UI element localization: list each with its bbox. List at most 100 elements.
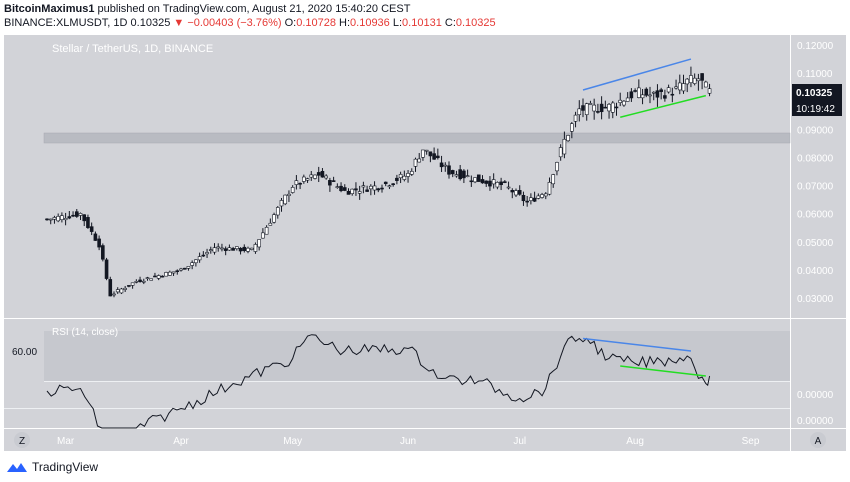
candle xyxy=(551,173,556,188)
candle-body xyxy=(599,103,604,113)
candle xyxy=(369,184,373,196)
time-axis-ticks: Mar Apr May Jun Jul Aug Sep xyxy=(57,436,760,447)
candle xyxy=(361,181,366,194)
candle-body xyxy=(78,213,83,216)
high-value: 0.10936 xyxy=(350,17,390,29)
candle xyxy=(313,174,317,180)
candle xyxy=(346,188,351,195)
candle xyxy=(506,181,511,190)
auto-scale-button[interactable] xyxy=(810,432,826,448)
candle-body xyxy=(439,162,444,168)
candle-body xyxy=(547,182,552,195)
price-axis-tick: 0.09000 xyxy=(797,125,834,136)
candle-body xyxy=(208,249,213,251)
candle-body xyxy=(182,267,187,270)
candle-body xyxy=(570,123,574,132)
footer-brand[interactable]: TradingView xyxy=(6,458,98,476)
time-axis-tick: Jun xyxy=(400,436,416,447)
candle xyxy=(666,84,671,94)
candle-body xyxy=(417,158,422,163)
candle-body xyxy=(305,178,310,181)
candle xyxy=(603,100,608,109)
candle-body xyxy=(588,103,593,105)
current-price-tag-text: 0.10325 xyxy=(796,88,833,99)
candle xyxy=(372,181,377,195)
candle-body xyxy=(331,180,336,182)
author-name[interactable]: BitcoinMaximus1 xyxy=(4,3,95,15)
candle-body xyxy=(108,279,113,297)
candlestick-series xyxy=(45,66,712,298)
candle xyxy=(592,98,596,120)
candle xyxy=(514,188,518,198)
candle-body xyxy=(346,190,351,195)
candle xyxy=(577,100,582,122)
rsi-upper-band xyxy=(44,331,790,381)
candle xyxy=(93,231,98,241)
candle xyxy=(581,98,585,118)
timezone-button[interactable] xyxy=(14,432,30,448)
candle xyxy=(149,278,154,281)
candle xyxy=(685,78,690,93)
candle xyxy=(674,79,678,90)
candle-body xyxy=(562,138,567,155)
candle xyxy=(532,191,537,203)
candle xyxy=(521,191,526,206)
candle-body xyxy=(573,114,578,122)
candle-body xyxy=(164,272,168,277)
candle xyxy=(305,177,310,183)
candle-body xyxy=(637,87,641,98)
rsi-axis-tick-2: 0.00000 xyxy=(797,416,834,427)
candle xyxy=(264,225,269,235)
candle-body xyxy=(681,83,686,92)
candle-body xyxy=(402,175,407,180)
timezone-button-label: Z xyxy=(19,436,25,447)
rsi-support-trendline[interactable] xyxy=(620,365,706,377)
candle xyxy=(82,214,87,227)
price-resistance-trendline[interactable] xyxy=(582,58,692,91)
candle-body xyxy=(112,293,116,296)
candle xyxy=(651,91,656,101)
candle-body xyxy=(175,270,180,273)
candle xyxy=(480,175,485,184)
candle xyxy=(607,102,611,119)
candle-body xyxy=(115,289,120,293)
published-text: published on TradingView.com, August 21,… xyxy=(94,3,411,15)
chart-title: Stellar / TetherUS, 1D, BINANCE xyxy=(52,43,213,55)
candle xyxy=(555,161,559,176)
price-support-trendline[interactable] xyxy=(620,94,707,118)
candle-body xyxy=(130,282,135,286)
candle-body xyxy=(436,155,440,159)
candle-body xyxy=(342,187,347,191)
candle-body xyxy=(71,214,75,217)
candle xyxy=(707,83,712,97)
candle-body xyxy=(249,247,254,250)
candle xyxy=(610,100,615,119)
candle-body xyxy=(104,259,109,279)
candle xyxy=(194,259,198,267)
candle-body xyxy=(398,174,403,179)
candle-body xyxy=(365,189,369,192)
rsi-resistance-trendline[interactable] xyxy=(582,337,692,352)
price-axis-tick: 0.03000 xyxy=(797,294,834,305)
rsi-line xyxy=(46,334,711,429)
candle xyxy=(596,103,600,114)
candle-body xyxy=(82,214,87,222)
candle xyxy=(689,66,693,88)
candle xyxy=(562,131,567,159)
candle-body xyxy=(536,195,541,199)
candle-body xyxy=(52,217,57,220)
low-value: 0.10131 xyxy=(402,17,442,29)
candle xyxy=(275,206,280,219)
candle-body xyxy=(272,214,276,223)
candle xyxy=(56,213,60,223)
candle xyxy=(376,187,381,193)
time-axis-panel[interactable] xyxy=(4,429,846,451)
candle-body xyxy=(324,175,328,179)
candle xyxy=(644,87,649,98)
candle-body xyxy=(625,97,630,102)
horizontal-resistance-zone[interactable] xyxy=(43,132,791,144)
candle-body xyxy=(339,185,343,192)
candle-body xyxy=(655,90,660,98)
price-axis-tick: 0.12000 xyxy=(797,41,834,52)
